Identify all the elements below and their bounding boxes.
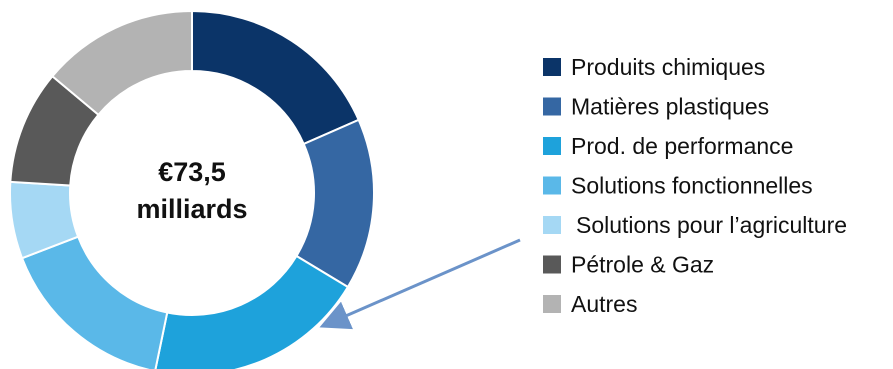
slice-prod-de-performance bbox=[154, 254, 350, 369]
legend-label-produits-chimiques: Produits chimiques bbox=[571, 54, 765, 80]
legend-swatch-prod-de-performance bbox=[543, 137, 561, 155]
legend-swatch-autres bbox=[543, 295, 561, 313]
legend-swatch-petrole-gaz bbox=[543, 255, 561, 274]
center-label-unit: milliards bbox=[136, 194, 247, 224]
slice-autres bbox=[50, 9, 193, 117]
annotation-arrow bbox=[319, 238, 521, 330]
donut-slices bbox=[8, 9, 375, 369]
donut-center-label: €73,5 milliards bbox=[136, 157, 247, 224]
legend-label-solutions-pour-l-agriculture: Solutions pour l’agriculture bbox=[576, 212, 847, 238]
legend-label-matieres-plastiques: Matières plastiques bbox=[571, 94, 769, 120]
legend-swatch-solutions-fonctionnelles bbox=[543, 176, 561, 195]
legend: Produits chimiques Matières plastiques Pro… bbox=[543, 54, 847, 317]
legend-label-autres: Autres bbox=[571, 291, 637, 317]
slice-solutions-fonctionnelles bbox=[20, 235, 169, 369]
legend-swatch-matieres-plastiques bbox=[543, 97, 561, 116]
legend-label-prod-de-performance: Prod. de performance bbox=[571, 133, 793, 159]
center-label-amount: €73,5 bbox=[158, 157, 226, 187]
legend-label-petrole-gaz: Pétrole & Gaz bbox=[571, 252, 714, 278]
slice-produits-chimiques bbox=[191, 9, 360, 146]
legend-swatch-solutions-pour-l-agriculture bbox=[543, 216, 561, 234]
legend-label-solutions-fonctionnelles: Solutions fonctionnelles bbox=[571, 173, 813, 199]
legend-swatch-produits-chimiques bbox=[543, 58, 561, 76]
